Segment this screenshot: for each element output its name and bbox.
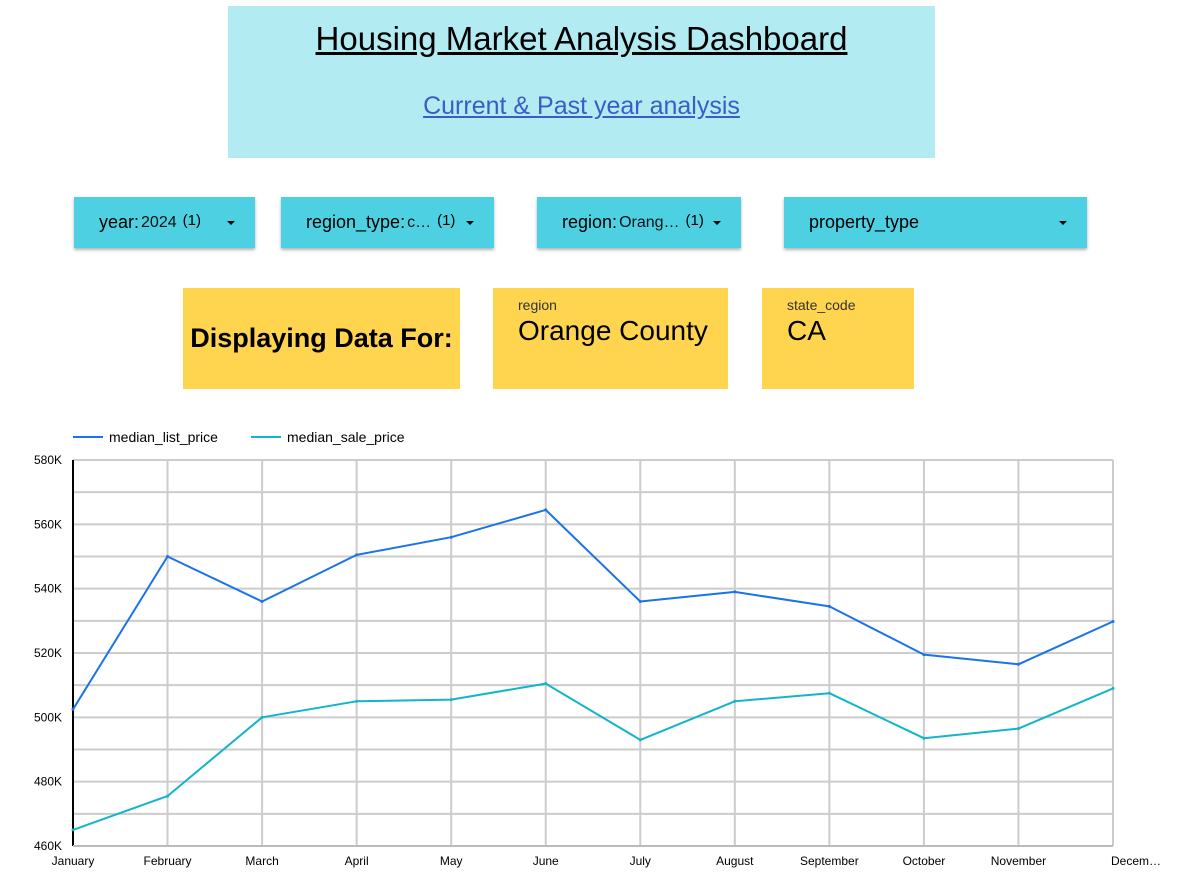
- data-point: [827, 691, 831, 695]
- data-point: [827, 604, 831, 608]
- region-filter[interactable]: region: Orang… (1): [537, 197, 741, 248]
- property-type-filter[interactable]: property_type: [784, 197, 1087, 248]
- scorecard-value: Orange County: [518, 315, 708, 346]
- chart-series: [71, 508, 1115, 832]
- data-point: [544, 508, 548, 512]
- data-point: [1016, 662, 1020, 666]
- chart-tick-labels: 460K 480K 500K 520K 540K 560K 580K January Febru…: [34, 453, 1161, 868]
- legend-label: median_list_price: [109, 429, 218, 445]
- filter-value: Orang…: [619, 213, 680, 231]
- displaying-data-label: Displaying Data For:: [190, 323, 453, 353]
- data-point: [733, 699, 737, 703]
- x-tick-label: February: [144, 854, 192, 868]
- data-point: [638, 738, 642, 742]
- filter-count: (1): [182, 212, 201, 229]
- x-tick-label: November: [991, 854, 1046, 868]
- data-point: [1111, 686, 1115, 690]
- y-tick-label: 520K: [34, 646, 62, 660]
- data-point: [544, 682, 548, 686]
- data-point: [1111, 619, 1115, 623]
- data-point: [1016, 727, 1020, 731]
- data-point: [260, 715, 264, 719]
- scorecard-label: region: [518, 297, 557, 313]
- series-line-median-list-price: [72, 508, 1114, 710]
- data-point: [355, 699, 359, 703]
- filter-value: 2024: [141, 213, 177, 231]
- state-code-scorecard: state_code CA: [762, 288, 914, 389]
- year-filter[interactable]: year: 2024 (1): [74, 197, 255, 248]
- x-tick-label: September: [800, 854, 859, 868]
- y-tick-label: 460K: [34, 839, 62, 853]
- chart-axes: [72, 460, 1113, 847]
- y-tick-label: 540K: [34, 582, 62, 596]
- scorecard-value: CA: [787, 315, 826, 346]
- dropdown-caret-icon: [1059, 221, 1067, 225]
- analysis-link[interactable]: Current & Past year analysis: [423, 92, 740, 120]
- x-tick-label: April: [345, 854, 369, 868]
- y-tick-label: 580K: [34, 453, 62, 467]
- data-point: [922, 653, 926, 657]
- data-point: [355, 553, 359, 557]
- data-point: [71, 707, 75, 711]
- filter-count: (1): [685, 212, 704, 229]
- y-tick-label: 560K: [34, 517, 62, 531]
- data-point: [922, 736, 926, 740]
- data-point: [733, 590, 737, 594]
- data-point: [449, 698, 453, 702]
- filter-key: property_type: [809, 212, 920, 232]
- displaying-data-card: Displaying Data For:: [183, 288, 460, 389]
- x-tick-label: March: [245, 854, 278, 868]
- y-tick-label: 480K: [34, 775, 62, 789]
- x-tick-label: January: [52, 854, 95, 868]
- page-title: Housing Market Analysis Dashboard: [315, 20, 848, 57]
- data-point: [449, 535, 453, 539]
- x-tick-label: June: [533, 854, 559, 868]
- x-tick-label: Decem…: [1111, 854, 1161, 868]
- price-line-chart: median_list_price median_sale_price 460K4…: [34, 429, 1161, 868]
- x-tick-label: July: [630, 854, 651, 868]
- data-point: [260, 600, 264, 604]
- dropdown-caret-icon: [466, 221, 474, 225]
- data-point: [166, 794, 170, 798]
- scorecard-label: state_code: [787, 297, 856, 313]
- x-tick-label: August: [716, 854, 754, 868]
- filter-value: c…: [407, 213, 432, 231]
- filter-count: (1): [437, 212, 456, 229]
- chart-legend: median_list_price median_sale_price: [73, 429, 405, 445]
- x-tick-label: October: [903, 854, 946, 868]
- header-banner: Housing Market Analysis Dashboard Curren…: [228, 6, 935, 158]
- region-type-filter[interactable]: region_type: c… (1): [281, 197, 494, 248]
- x-tick-label: May: [440, 854, 463, 868]
- series-line-median-sale-price: [72, 682, 1114, 831]
- dropdown-caret-icon: [713, 221, 721, 225]
- data-point: [71, 828, 75, 832]
- filter-key: region: [562, 212, 613, 232]
- data-point: [638, 600, 642, 604]
- legend-label: median_sale_price: [287, 429, 405, 445]
- filter-key: region_type: [306, 212, 401, 232]
- data-point: [166, 555, 170, 558]
- region-scorecard: region Orange County: [493, 288, 728, 389]
- chart-grid: [72, 459, 1114, 847]
- filter-key: year: [99, 212, 135, 232]
- y-tick-label: 500K: [34, 710, 62, 724]
- dropdown-caret-icon: [227, 221, 235, 225]
